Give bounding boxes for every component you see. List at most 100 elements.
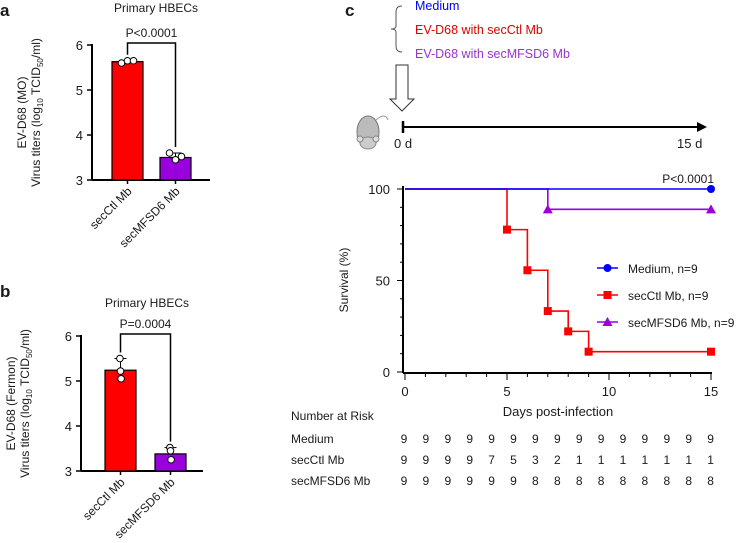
y-tick-label: 3 <box>65 464 72 479</box>
risk-table-cell: 8 <box>620 474 627 488</box>
risk-table-cell: 7 <box>488 453 495 467</box>
risk-table-cell: 9 <box>488 474 495 488</box>
y-axis-label-part: 50 <box>36 58 45 67</box>
risk-table-cell: 1 <box>576 453 583 467</box>
risk-table-cell: 9 <box>663 432 670 446</box>
y-axis-label-part: 10 <box>36 98 45 107</box>
survival-marker <box>707 347 715 356</box>
timeline-arrowhead <box>697 122 707 132</box>
risk-table-cell: 9 <box>488 432 495 446</box>
risk-table-cell: 3 <box>532 453 539 467</box>
data-point <box>167 455 175 464</box>
risk-table-cell: 9 <box>444 432 451 446</box>
y-axis-label-line1: EV-D68 (Fermon) <box>4 356 18 450</box>
survival-marker <box>523 266 532 275</box>
legend-label: Medium, n=9 <box>628 262 698 276</box>
chart-title: Primary HBECs <box>114 1 198 15</box>
legend-marker <box>603 264 612 272</box>
panel-label-b: b <box>0 282 10 301</box>
y-tick-label: 50 <box>376 274 390 289</box>
risk-table-cell: 9 <box>444 474 451 488</box>
risk-table-cell: 9 <box>423 432 430 446</box>
x-tick-label: 10 <box>602 384 616 399</box>
survival-marker <box>542 204 553 214</box>
survival-line-square <box>405 188 711 353</box>
survival-marker <box>707 185 715 193</box>
legend-label: secMFSD6 Mb, n=9 <box>628 316 735 330</box>
panel-label-a: a <box>0 1 10 20</box>
y-tick-label: 5 <box>76 83 83 98</box>
y-axis-label-part: TCID <box>29 67 43 98</box>
panel-label-c: c <box>345 1 354 20</box>
risk-table-cell: 2 <box>554 453 561 467</box>
risk-table-row-label: secMFSD6 Mb <box>291 474 371 488</box>
x-tick-label: secCtl Mb <box>87 184 135 232</box>
data-point <box>117 374 125 383</box>
risk-table-cell: 9 <box>401 474 408 488</box>
risk-table-cell: 9 <box>642 432 649 446</box>
survival-marker <box>503 225 511 234</box>
risk-table-cell: 8 <box>532 474 539 488</box>
y-axis-label-line1: EV-D68 (MO) <box>15 76 29 148</box>
legend-marker <box>603 291 612 299</box>
risk-table-cell: 8 <box>685 474 692 488</box>
risk-table-cell: 9 <box>510 432 517 446</box>
y-tick-label: 4 <box>76 128 83 143</box>
p-value: P<0.0001 <box>662 172 714 186</box>
y-axis-label-part: /ml) <box>29 38 43 58</box>
legend-label: secCtl Mb, n=9 <box>628 289 709 303</box>
risk-table-cell: 9 <box>423 474 430 488</box>
survival-line-triangle <box>405 188 711 211</box>
risk-table-cell: 8 <box>554 474 561 488</box>
risk-table-cell: 1 <box>642 453 649 467</box>
risk-table-cell: 1 <box>620 453 627 467</box>
bar-chart-a: Primary HBECs 3 4 5 6 EV-D68 (MO) Virus titers… <box>15 1 210 250</box>
group-secmfsd6: EV-D68 with secMFSD6 Mb <box>415 47 570 61</box>
group-secctl: EV-D68 with secCtl Mb <box>415 23 543 37</box>
risk-table-cell: 8 <box>598 474 605 488</box>
x-tick-label: 0 <box>401 384 408 399</box>
risk-table-cell: 8 <box>576 474 583 488</box>
data-point <box>171 155 180 164</box>
y-axis-label-part: Virus titers (log <box>29 107 43 187</box>
mouse-icon <box>356 115 389 150</box>
y-axis-label: Survival (%) <box>337 248 351 313</box>
data-point <box>129 56 138 65</box>
survival-marker <box>706 204 716 214</box>
risk-table-cell: 9 <box>598 432 605 446</box>
risk-table-cell: 1 <box>598 453 605 467</box>
risk-table-cell: 9 <box>423 453 430 467</box>
risk-table-cell: 9 <box>576 432 583 446</box>
group-bracket <box>390 5 403 53</box>
survival-marker <box>564 327 573 336</box>
timeline-start-label: 0 d <box>394 136 412 151</box>
chart-title: Primary HBECs <box>105 296 189 310</box>
risk-table-cell: 1 <box>685 453 692 467</box>
risk-table-cell: 8 <box>663 474 670 488</box>
group-medium: Medium <box>415 0 459 13</box>
x-tick-label: 15 <box>704 384 718 399</box>
bar-secctl <box>104 369 137 472</box>
y-axis-label-line2: Virus titers (log10 TCID50/ml) <box>29 38 45 187</box>
survival-marker <box>584 347 593 356</box>
data-point <box>177 152 186 161</box>
risk-table-cell: 9 <box>510 474 517 488</box>
y-axis-label-part: 10 <box>25 389 34 398</box>
y-axis-label-part: 50 <box>25 349 34 358</box>
x-tick-label: secCtl Mb <box>80 475 128 523</box>
risk-table-cell: 9 <box>466 432 473 446</box>
y-tick-label: 3 <box>76 173 83 188</box>
risk-table-cell: 9 <box>401 432 408 446</box>
y-axis-label-part: Virus titers (log <box>18 398 32 478</box>
data-point <box>165 149 174 157</box>
risk-table-row-label: secCtl Mb <box>291 453 345 467</box>
data-point <box>116 354 124 363</box>
risk-table-cell: 9 <box>466 453 473 467</box>
y-tick-label: 6 <box>76 38 83 53</box>
risk-table-cell: 1 <box>707 453 714 467</box>
y-tick-label: 4 <box>65 419 72 434</box>
risk-table-cell: 8 <box>642 474 649 488</box>
x-axis-label: Days post-infection <box>503 404 614 419</box>
p-value: P=0.0004 <box>120 317 172 331</box>
